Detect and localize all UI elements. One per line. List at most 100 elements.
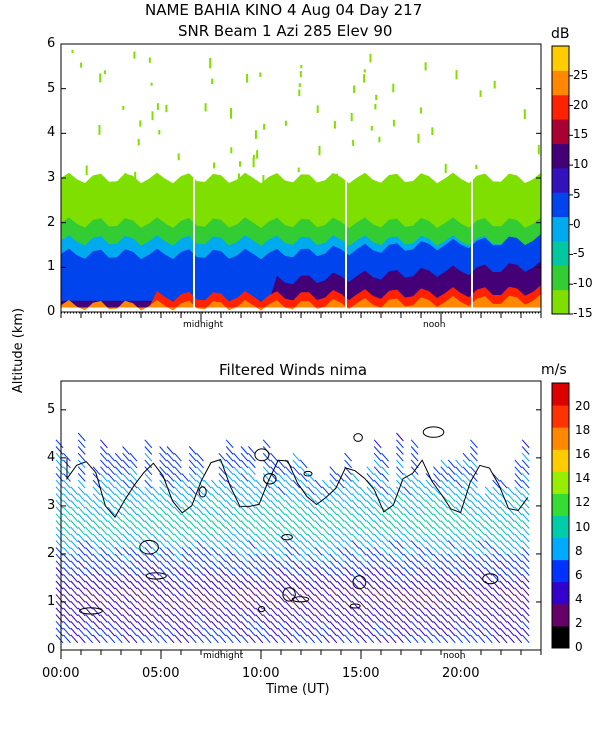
wind-barb (381, 479, 389, 489)
wind-barb (433, 540, 441, 549)
wind-barb (225, 499, 234, 509)
wind-barb (307, 614, 315, 623)
wind-barb (440, 459, 449, 469)
wind-barb (270, 580, 278, 590)
wind-barb (521, 479, 530, 489)
wind-barb (92, 466, 101, 476)
wind-barb (507, 620, 515, 630)
wind-colorbar-segment (552, 559, 569, 583)
wind-barb (159, 446, 167, 455)
wind-barb (381, 614, 389, 623)
wind-barb (144, 553, 153, 563)
wind-barb (299, 459, 308, 469)
wind-barb (336, 567, 345, 576)
wind-barb (144, 580, 153, 590)
wind-barb (100, 520, 108, 529)
wind-barb (292, 600, 301, 610)
wind-barb (329, 466, 338, 476)
wind-barb (92, 506, 101, 516)
wind-barb (55, 486, 64, 496)
wind-barb (425, 499, 434, 509)
wind-barb (425, 526, 434, 536)
wind-xtick-label: 20:00 (442, 666, 480, 681)
wind-barb (336, 560, 345, 570)
wind-barb (514, 486, 523, 496)
wind-axes-frame (60, 380, 542, 651)
wind-barb (151, 600, 160, 610)
wind-barb (203, 627, 212, 637)
snr-echo-speck (284, 120, 287, 126)
wind-barb (388, 526, 397, 536)
wind-barb (351, 486, 360, 496)
wind-barb (248, 446, 256, 455)
wind-barb (203, 479, 212, 489)
wind-barb (521, 540, 530, 549)
wind-barb (174, 547, 182, 556)
wind-barb (307, 520, 315, 529)
wind-barb (196, 547, 204, 556)
wind-barb (514, 620, 523, 630)
wind-barb (433, 547, 441, 556)
wind-barb (151, 627, 160, 637)
wind-barb (277, 473, 286, 482)
wind-barb (70, 533, 79, 543)
wind-barb (137, 499, 145, 509)
wind-barb (70, 587, 79, 597)
wind-barb (336, 540, 345, 549)
wind-barb (403, 540, 412, 549)
wind-barb (433, 567, 441, 576)
wind-barb (137, 614, 145, 623)
wind-barb (507, 614, 515, 623)
wind-barb (373, 600, 382, 610)
wind-barb (462, 452, 471, 462)
wind-barb (462, 486, 471, 496)
wind-barb (55, 473, 64, 482)
wind-barb (92, 526, 101, 536)
wind-barb (514, 553, 523, 563)
wind-colorbar-segment (552, 625, 569, 649)
wind-barb (307, 634, 315, 644)
wind-barb (455, 587, 463, 597)
wind-barb (292, 479, 301, 489)
wind-barb (329, 607, 338, 617)
wind-barb (129, 513, 138, 523)
snr-ytick-label: 2 (47, 214, 56, 230)
wind-barb (359, 594, 367, 603)
wind-barb (285, 587, 293, 597)
snr-echo-speck (71, 49, 74, 54)
wind-barb (92, 600, 101, 610)
wind-barb (425, 533, 434, 543)
wind-barb (255, 620, 264, 630)
wind-barb (477, 506, 486, 516)
wind-barb (114, 533, 123, 543)
cloud-contour-island (198, 486, 207, 498)
wind-barb (100, 540, 108, 549)
wind-barb (196, 486, 204, 496)
wind-barb (203, 520, 212, 529)
wind-barb (255, 567, 264, 576)
wind-barb (211, 493, 219, 502)
wind-barb (410, 520, 419, 529)
wind-barb (174, 580, 182, 590)
wind-barb (77, 560, 86, 570)
wind-barb (144, 520, 153, 529)
wind-barb (174, 533, 182, 543)
snr-echo-speck (211, 78, 214, 85)
wind-barb (418, 547, 426, 556)
snr-echo-speck (262, 175, 265, 183)
wind-barb (196, 594, 204, 603)
wind-barb (514, 520, 523, 529)
wind-barb (388, 594, 397, 603)
wind-barb (100, 533, 108, 543)
wind-barb (100, 567, 108, 576)
wind-barb (114, 452, 123, 462)
wind-barb (100, 466, 108, 476)
snr-echo-speck (336, 173, 338, 182)
wind-barb (462, 473, 471, 482)
wind-barb (410, 533, 419, 543)
wind-barb (277, 526, 286, 536)
wind-barb (433, 634, 441, 644)
wind-barb (351, 587, 360, 597)
wind-barb (462, 513, 471, 523)
wind-barb (322, 499, 330, 509)
